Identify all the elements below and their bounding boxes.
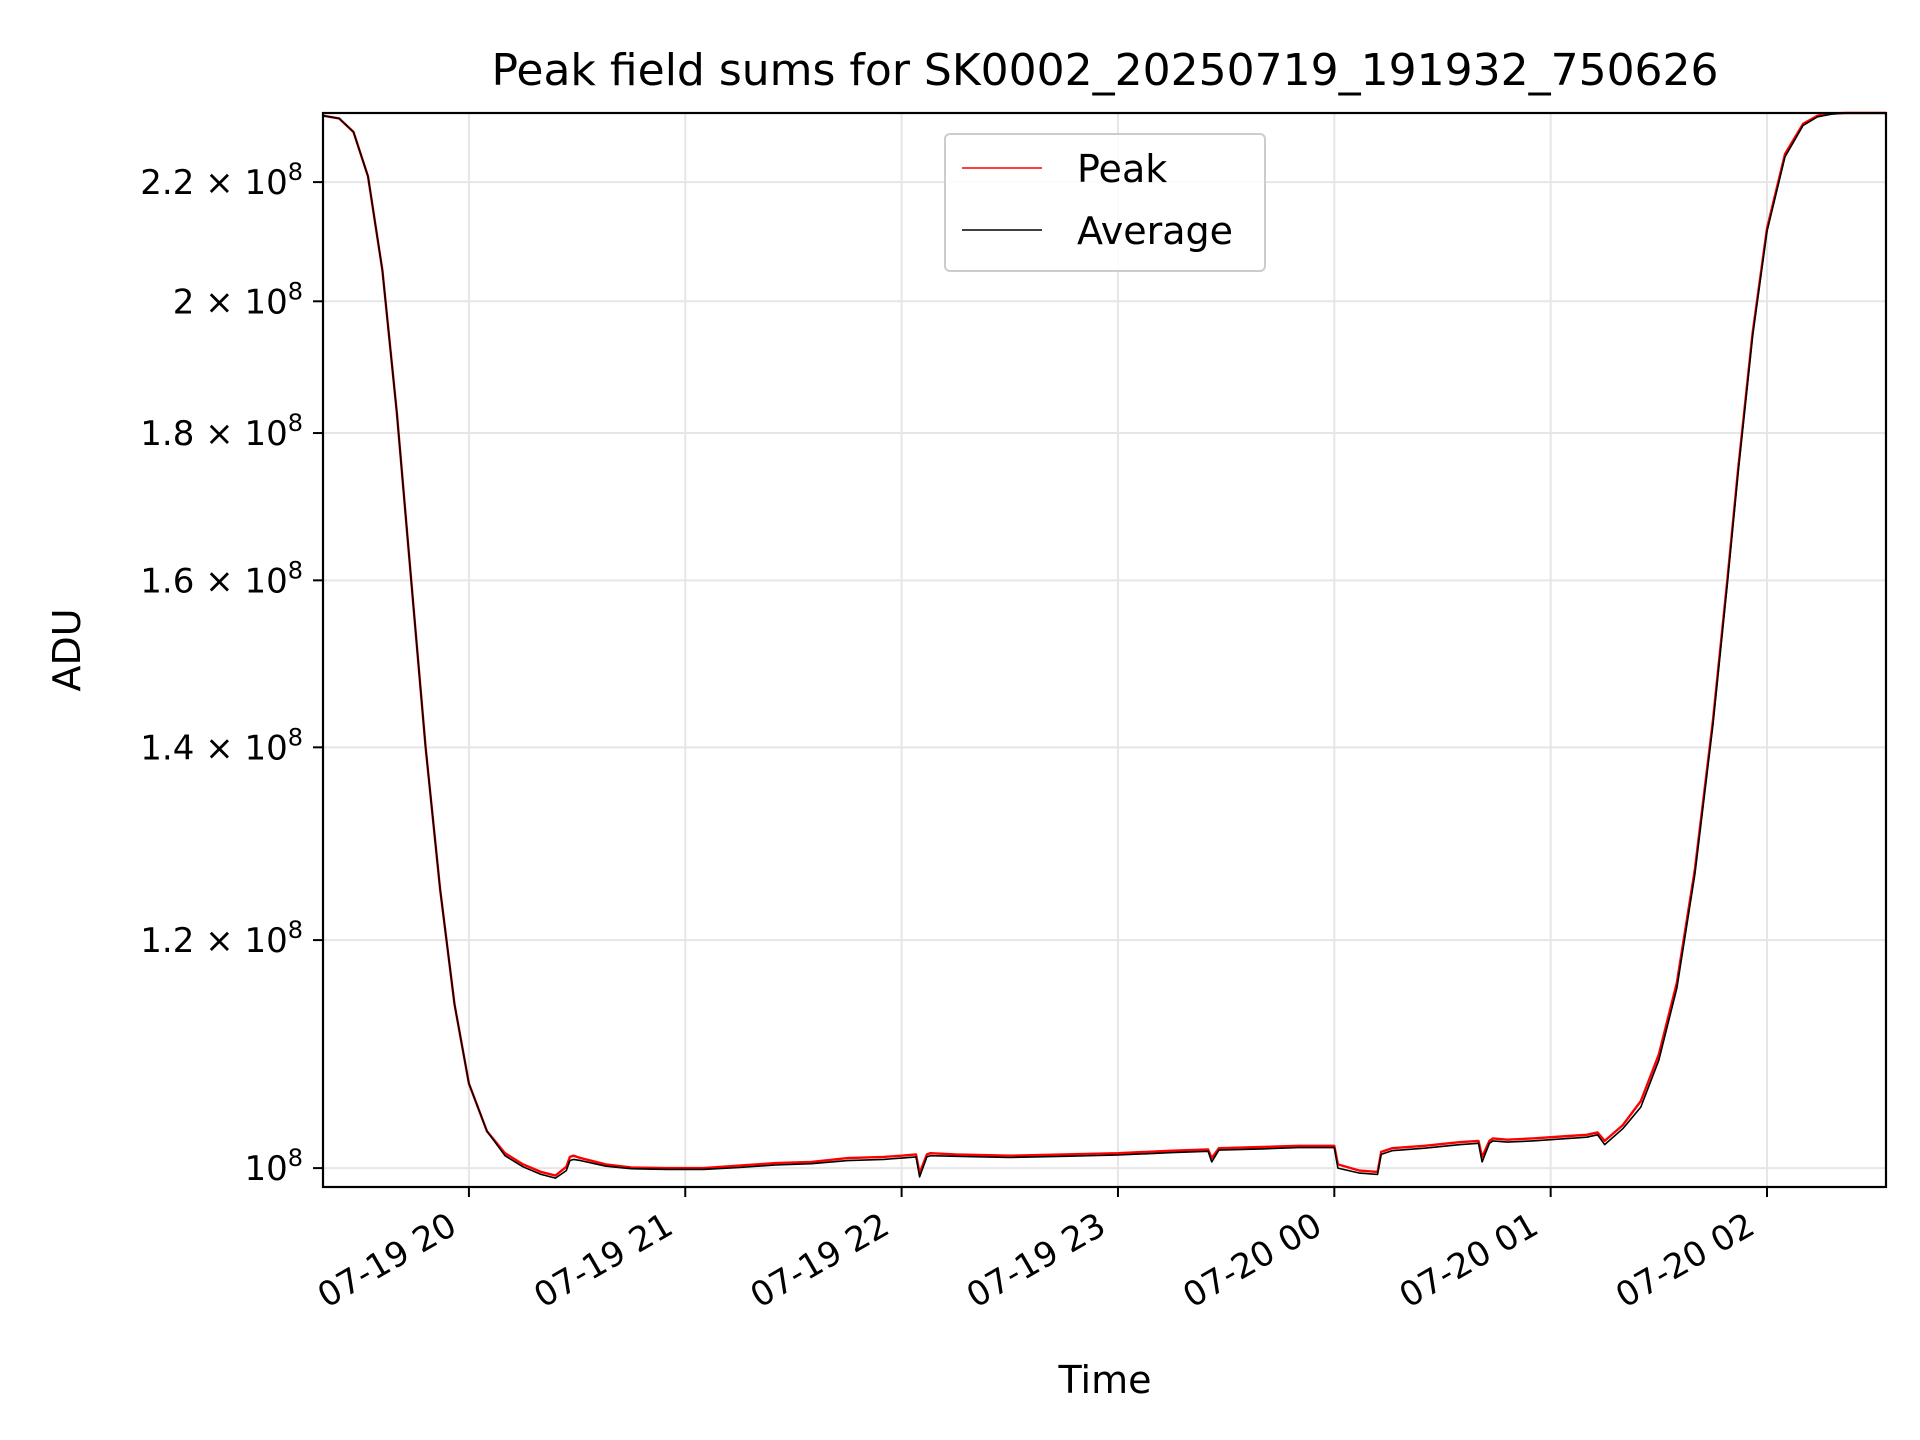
y-axis: 108 1.2 × 108 1.4 × 108 1.6 × 108 1.8 × 108 2…: [140, 158, 323, 1189]
y-tick-label: 2.2 × 108: [140, 158, 303, 203]
plot-frame: [321, 111, 1888, 1189]
y-tick-label: 1.6 × 108: [140, 556, 303, 601]
y-tick-label: 108: [244, 1144, 303, 1189]
chart-title: Peak field sums for SK0002_20250719_1919…: [491, 45, 1718, 96]
legend-label-peak: Peak: [1077, 147, 1167, 191]
legend-label-average: Average: [1077, 209, 1233, 253]
x-axis-label: Time: [1058, 1358, 1152, 1402]
y-tick-label: 2 × 108: [173, 277, 303, 322]
y-axis-label: ADU: [45, 608, 89, 691]
y-tick-label: 1.4 × 108: [140, 723, 303, 768]
series-line-average: [322, 112, 1886, 1179]
series-layer: [322, 111, 1886, 1179]
y-tick-label: 1.2 × 108: [140, 916, 303, 961]
series-line-peak: [322, 111, 1886, 1177]
legend: Peak Average: [944, 133, 1266, 272]
y-tick-label: 1.8 × 108: [140, 409, 303, 454]
